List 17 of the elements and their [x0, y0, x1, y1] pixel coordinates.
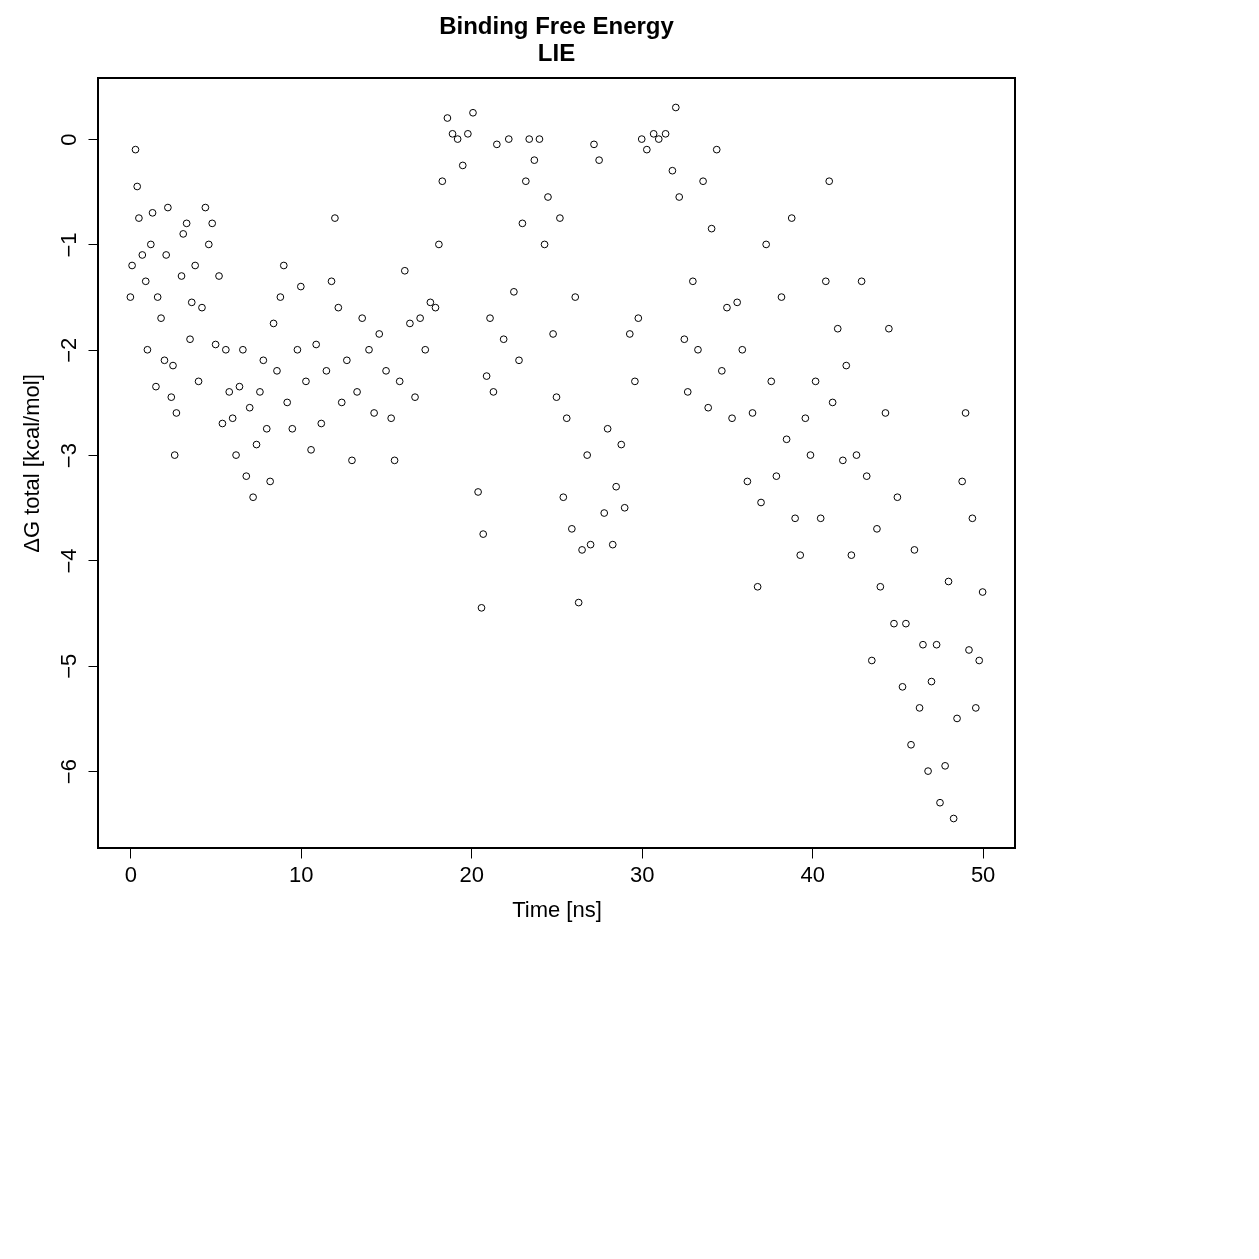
y-tick-label: −5	[55, 653, 81, 679]
x-tick-label: 20	[459, 861, 485, 887]
x-tick-label: 50	[970, 861, 996, 887]
x-tick-label: 10	[289, 861, 314, 887]
y-tick-label: −3	[55, 443, 81, 469]
chart-subtitle: LIE	[537, 39, 576, 66]
y-axis-title: ΔG total [kcal/mol]	[18, 374, 44, 553]
y-tick-label: −4	[55, 548, 81, 574]
y-tick-label: −6	[55, 759, 81, 785]
y-tick-label: −2	[55, 337, 81, 363]
y-tick-label: −1	[55, 232, 81, 258]
chart-title: Binding Free Energy	[439, 12, 675, 39]
x-tick-label: 0	[124, 861, 138, 887]
y-tick-label: 0	[55, 133, 81, 146]
x-axis-title: Time [ns]	[512, 896, 602, 922]
x-tick-label: 40	[800, 861, 825, 887]
x-tick-label: 30	[629, 861, 655, 887]
